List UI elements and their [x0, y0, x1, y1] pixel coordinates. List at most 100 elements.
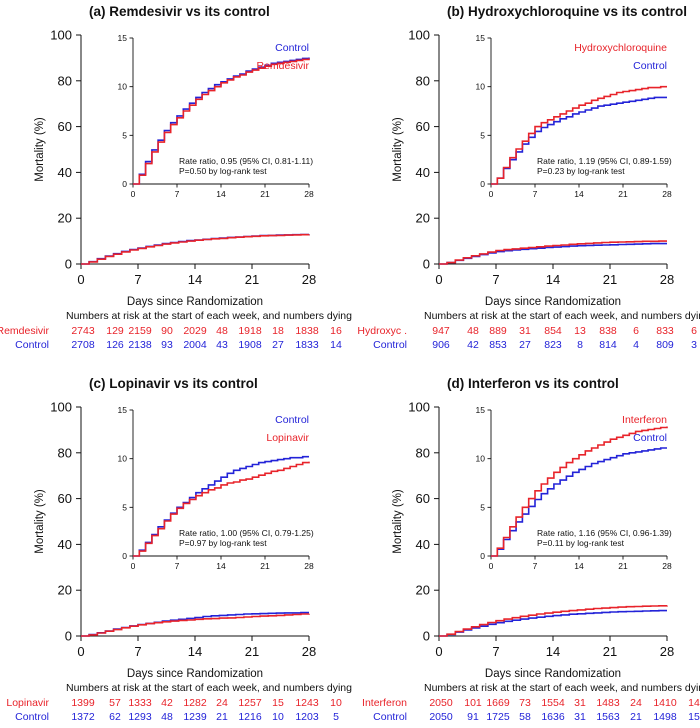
x-tick-label: 14	[546, 644, 560, 659]
x-tick-label: 7	[492, 272, 499, 287]
risk-table-header: Numbers at risk at the start of each wee…	[66, 682, 352, 694]
risk-table-header: Numbers at risk at the start of each wee…	[424, 310, 700, 322]
y-tick-label: 0	[65, 629, 72, 644]
inset-curve-treatment	[491, 426, 668, 557]
risk-cell: 809	[656, 339, 674, 351]
inset-x-tick-label: 21	[618, 561, 628, 571]
risk-cell: 1833	[295, 339, 319, 351]
inset-x-tick-label: 21	[260, 189, 270, 199]
chart-panel-1: (b) Hydroxychloroquine vs its control 0 20…	[357, 4, 700, 351]
main-curve-treatment	[439, 240, 667, 265]
risk-row-label-treatment: Hydroxyc .	[357, 325, 407, 337]
inset-curve-treatment	[133, 58, 310, 185]
inset-label-treatment: Interferon	[622, 414, 667, 426]
risk-cell: 31	[519, 325, 531, 337]
y-tick-label: 40	[416, 537, 430, 552]
y-tick-label: 60	[416, 491, 430, 506]
y-tick-label: 20	[58, 211, 72, 226]
risk-cell: 13	[574, 325, 586, 337]
inset-x-tick-label: 28	[304, 561, 314, 571]
main-curve-control	[439, 609, 667, 637]
y-tick-label: 60	[58, 119, 72, 134]
inset-y-tick-label: 10	[118, 454, 128, 464]
risk-cell: 2708	[71, 339, 95, 351]
chart-panel-2: (c) Lopinavir vs its control020406080100…	[6, 376, 352, 723]
inset-label-treatment: Lopinavir	[266, 432, 309, 444]
inset-x-tick-label: 7	[533, 189, 538, 199]
risk-cell: 5	[333, 711, 339, 723]
risk-cell: 1669	[486, 697, 510, 709]
x-tick-label: 21	[603, 272, 617, 287]
x-tick-label: 0	[435, 272, 442, 287]
risk-cell: 48	[467, 325, 479, 337]
x-tick-label: 28	[660, 644, 674, 659]
risk-cell: 42	[161, 697, 173, 709]
risk-cell: 93	[161, 339, 173, 351]
risk-cell: 1498	[653, 711, 677, 723]
risk-table-header: Numbers at risk at the start of each wee…	[424, 682, 700, 694]
main-curve-control	[81, 233, 310, 265]
risk-cell: 823	[544, 339, 562, 351]
x-tick-label: 21	[245, 644, 259, 659]
risk-cell: 1725	[486, 711, 510, 723]
inset-x-tick-label: 7	[175, 189, 180, 199]
risk-cell: 15	[688, 711, 700, 723]
x-axis-label: Days since Randomization	[485, 668, 621, 680]
inset-annotation-line: P=0.11 by log-rank test	[537, 538, 625, 548]
risk-cell: 1483	[596, 697, 620, 709]
risk-cell: 15	[272, 697, 284, 709]
inset-annotation-line: P=0.23 by log-rank test	[537, 166, 625, 176]
y-tick-label: 80	[416, 445, 430, 460]
inset-annotation-line: Rate ratio, 1.19 (95% CI, 0.89-1.59)	[537, 156, 672, 166]
chart-title: (d) Interferon vs its control	[447, 376, 619, 391]
x-tick-label: 7	[492, 644, 499, 659]
risk-cell: 10	[330, 697, 342, 709]
inset-annotation-line: Rate ratio, 0.95 (95% CI, 0.81-1.11)	[179, 156, 313, 166]
inset-x-tick-label: 0	[489, 189, 494, 199]
y-axis-label: Mortality (%)	[34, 117, 46, 182]
x-tick-label: 0	[435, 644, 442, 659]
inset-x-tick-label: 28	[662, 561, 672, 571]
risk-row-label-treatment: Lopinavir	[6, 697, 49, 709]
risk-cell: 31	[574, 711, 586, 723]
risk-cell: 1410	[653, 697, 677, 709]
inset-x-tick-label: 0	[131, 189, 136, 199]
risk-cell: 27	[272, 339, 284, 351]
inset-y-tick-label: 5	[480, 502, 485, 512]
risk-cell: 1257	[238, 697, 262, 709]
risk-cell: 2029	[183, 325, 207, 337]
risk-cell: 854	[544, 325, 562, 337]
inset-label-control: Control	[633, 60, 667, 72]
main-curve-treatment	[81, 613, 310, 637]
risk-cell: 21	[630, 711, 642, 723]
y-tick-label: 100	[408, 28, 430, 43]
x-tick-label: 7	[134, 272, 141, 287]
risk-cell: 1239	[183, 711, 207, 723]
y-tick-label: 60	[58, 491, 72, 506]
inset-y-tick-label: 15	[476, 33, 486, 43]
risk-cell: 62	[109, 711, 121, 723]
risk-cell: 57	[109, 697, 121, 709]
risk-cell: 24	[630, 697, 642, 709]
risk-row-label-control: Control	[15, 339, 49, 351]
y-tick-label: 20	[416, 211, 430, 226]
inset-y-tick-label: 0	[480, 179, 485, 189]
inset-label-treatment: Hydroxychloroquine	[574, 42, 667, 54]
inset-y-tick-label: 15	[118, 33, 128, 43]
risk-cell: 16	[330, 325, 342, 337]
inset-y-tick-label: 5	[122, 502, 127, 512]
inset-label-control: Control	[633, 432, 667, 444]
y-tick-label: 80	[416, 73, 430, 88]
inset-annotation-line: P=0.50 by log-rank test	[179, 166, 267, 176]
risk-cell: 814	[599, 339, 617, 351]
inset-x-tick-label: 7	[533, 561, 538, 571]
risk-cell: 21	[216, 711, 228, 723]
inset-x-tick-label: 21	[260, 561, 270, 571]
inset-x-tick-label: 14	[574, 561, 584, 571]
risk-cell: 838	[599, 325, 617, 337]
inset-curve-control	[491, 447, 667, 557]
inset-y-tick-label: 10	[476, 82, 486, 92]
risk-cell: 6	[633, 325, 639, 337]
chart-title: (c) Lopinavir vs its control	[89, 376, 258, 391]
